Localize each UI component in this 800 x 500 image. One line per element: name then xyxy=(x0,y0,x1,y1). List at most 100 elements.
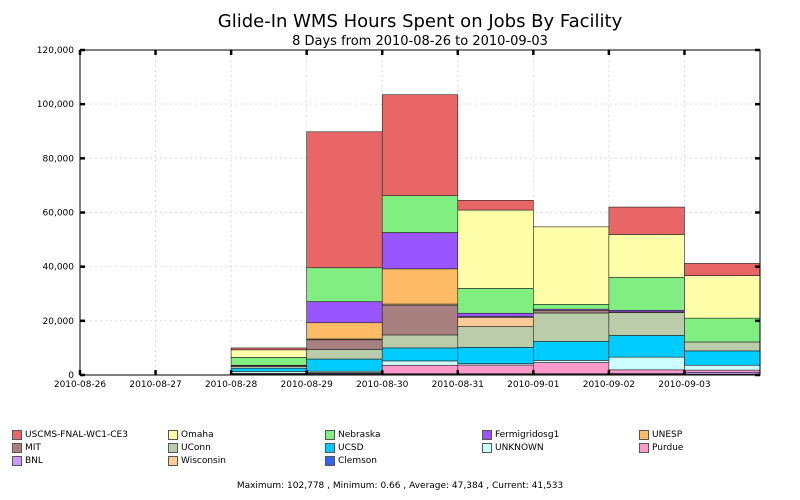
legend-item: Clemson xyxy=(325,454,482,467)
bar-segment-purdue xyxy=(608,369,685,374)
legend-item: Fermigridosg1 xyxy=(482,428,639,441)
bar-segment-uscms-fnal-wc1-ce3 xyxy=(608,206,685,235)
legend-item: UNESP xyxy=(639,428,789,441)
bar-segment-uscms-fnal-wc1-ce3 xyxy=(684,263,761,276)
chart: Glide-In WMS Hours Spent on Jobs By Faci… xyxy=(37,11,761,390)
chart-footer: Maximum: 102,778 , Minimum: 0.66 , Avera… xyxy=(0,481,800,491)
bar-segment-uconn xyxy=(608,312,685,336)
legend-label: Omaha xyxy=(181,429,214,440)
legend-swatch xyxy=(168,455,178,466)
bar-segment-ucsd xyxy=(684,350,761,366)
bar-segment-uconn xyxy=(306,349,383,360)
legend-swatch xyxy=(325,429,335,440)
bar-segment-uscms-fnal-wc1-ce3 xyxy=(381,94,459,197)
x-tick-label: 2010-09-01 xyxy=(507,380,559,390)
bar-segment-ucsd xyxy=(608,335,685,358)
bar-segment-ucsd xyxy=(457,347,534,364)
legend: USCMS-FNAL-WC1-CE3 Omaha Nebraska Fermigrid… xyxy=(12,428,800,467)
x-tick-label: 2010-09-03 xyxy=(658,380,710,390)
bar-segment-unknown xyxy=(533,360,610,363)
x-tick-label: 2010-08-31 xyxy=(432,380,484,390)
legend-swatch xyxy=(325,442,335,453)
bar-segment-purdue xyxy=(381,364,459,374)
bar-segment-omaha xyxy=(533,226,610,305)
x-tick-label: 2010-08-27 xyxy=(129,380,181,390)
x-tick-label: 2010-08-28 xyxy=(205,380,258,390)
legend-swatch xyxy=(168,442,178,453)
x-tick-label: 2010-08-30 xyxy=(356,380,409,390)
legend-swatch xyxy=(12,442,22,453)
bar-segment-unknown xyxy=(684,364,761,371)
legend-swatch xyxy=(639,429,649,440)
legend-label: Clemson xyxy=(338,455,377,466)
y-tick-label: 40,000 xyxy=(43,263,75,273)
bar-segment-mit xyxy=(533,309,610,314)
bar-segment-mit xyxy=(381,304,459,336)
bar-segment-uconn xyxy=(684,341,761,352)
legend-item: UConn xyxy=(168,441,325,454)
legend-label: USCMS-FNAL-WC1-CE3 xyxy=(25,429,128,440)
y-tick-label: 80,000 xyxy=(43,154,75,164)
y-tick-label: 0 xyxy=(68,371,74,381)
bar-segment-unknown xyxy=(381,360,459,366)
bar-segment-nebraska xyxy=(381,195,459,233)
bar-segment-purdue xyxy=(533,362,610,374)
legend-label: Wisconsin xyxy=(181,455,226,466)
legend-item: UCSD xyxy=(325,441,482,454)
bar-segment-nebraska xyxy=(684,317,761,343)
bar-segment-ucsd xyxy=(533,341,610,361)
y-tick-label: 20,000 xyxy=(43,317,75,327)
bar-segment-omaha xyxy=(684,275,761,319)
bar-segment-ucsd xyxy=(306,358,383,372)
legend-swatch xyxy=(12,429,22,440)
legend-label: UNESP xyxy=(652,429,683,440)
bar-segment-uconn xyxy=(457,326,534,348)
bar-segment-fermigridosg1 xyxy=(306,301,383,324)
x-tick-label: 2010-08-29 xyxy=(281,380,334,390)
y-tick-label: 100,000 xyxy=(37,100,74,110)
legend-label: Nebraska xyxy=(338,429,381,440)
bars-layer xyxy=(230,94,761,376)
legend-label: Fermigridosg1 xyxy=(495,429,560,440)
x-tick-label: 2010-09-02 xyxy=(583,380,635,390)
bar-segment-ucsd xyxy=(230,367,307,372)
bar-segment-omaha xyxy=(608,234,685,278)
legend-label: UConn xyxy=(181,442,211,453)
bar-segment-mit xyxy=(306,339,383,350)
legend-item: USCMS-FNAL-WC1-CE3 xyxy=(12,428,168,441)
legend-swatch xyxy=(639,442,649,453)
chart-title: Glide-In WMS Hours Spent on Jobs By Faci… xyxy=(218,11,623,32)
bar-segment-wisconsin xyxy=(457,317,534,327)
bar-segment-nebraska xyxy=(230,357,307,366)
legend-item: Omaha xyxy=(168,428,325,441)
bar-segment-fermigridosg1 xyxy=(457,312,534,317)
bar-segment-omaha xyxy=(230,349,307,358)
chart-subtitle: 8 Days from 2010-08-26 to 2010-09-03 xyxy=(292,34,548,49)
legend-label: BNL xyxy=(25,455,43,466)
bar-segment-nebraska xyxy=(533,304,610,310)
legend-label: UCSD xyxy=(338,442,364,453)
axes-layer: 0 20,000 40,000 60,000 80,000 100,000 120,000 2… xyxy=(37,46,761,390)
legend-swatch xyxy=(482,442,492,453)
legend-item: Wisconsin xyxy=(168,454,325,467)
bar-segment-uscms-fnal-wc1-ce3 xyxy=(230,347,307,351)
legend-item: Purdue xyxy=(639,441,789,454)
y-tick-label: 120,000 xyxy=(37,46,74,56)
legend-item: Nebraska xyxy=(325,428,482,441)
bar-segment-nebraska xyxy=(457,288,534,314)
legend-swatch xyxy=(12,455,22,466)
x-tick-label: 2010-08-26 xyxy=(54,380,107,390)
bar-segment-purdue xyxy=(684,369,761,373)
bar-segment-nebraska xyxy=(306,267,383,302)
legend-swatch xyxy=(325,455,335,466)
legend-item: UNKNOWN xyxy=(482,441,639,454)
bar-segment-uscms-fnal-wc1-ce3 xyxy=(457,200,534,211)
summary-statistics: Maximum: 102,778 , Minimum: 0.66 , Avera… xyxy=(236,481,564,491)
legend-label: Purdue xyxy=(652,442,684,453)
bar-segment-unesp xyxy=(381,268,459,305)
bar-segment-fermigridosg1 xyxy=(381,232,459,270)
bar-segment-omaha xyxy=(457,209,534,289)
bar-segment-ucsd xyxy=(381,347,459,362)
legend-swatch xyxy=(168,429,178,440)
bar-segment-unknown xyxy=(608,356,685,371)
